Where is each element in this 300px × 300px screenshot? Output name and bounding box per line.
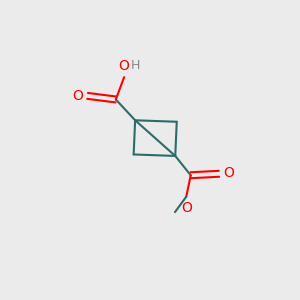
- Text: O: O: [223, 166, 234, 180]
- Text: H: H: [131, 59, 140, 72]
- Text: O: O: [73, 89, 83, 103]
- Text: O: O: [118, 59, 129, 74]
- Text: O: O: [181, 201, 192, 215]
